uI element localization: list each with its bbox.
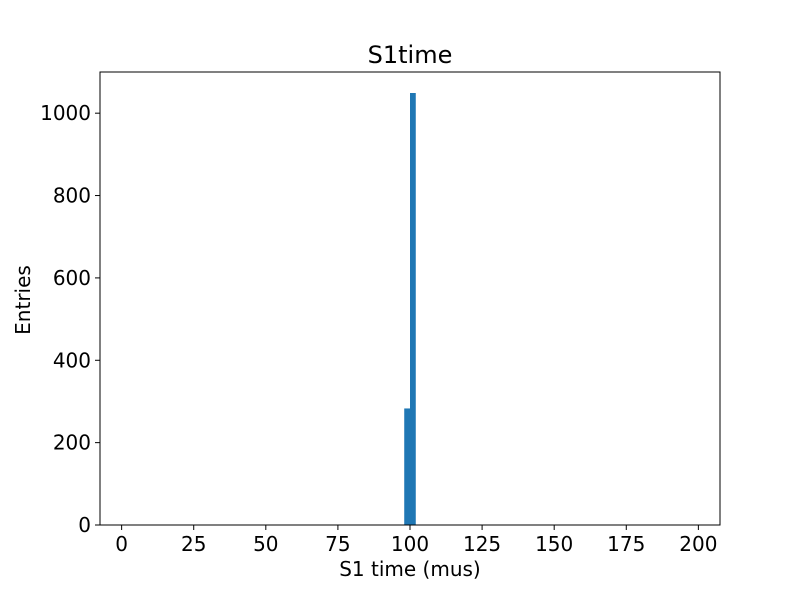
plot-frame bbox=[99, 71, 721, 526]
bars-group bbox=[404, 93, 416, 526]
x-tick-label: 200 bbox=[679, 532, 717, 556]
x-tick-label: 100 bbox=[391, 532, 429, 556]
x-tick-label: 125 bbox=[463, 532, 501, 556]
x-tick-label: 50 bbox=[253, 532, 278, 556]
x-tick-label: 75 bbox=[325, 532, 350, 556]
x-axis-ticks: 0 25 50 75 100 125 150 175 200 bbox=[115, 525, 717, 556]
y-tick-label: 0 bbox=[78, 513, 91, 537]
x-axis-label: S1 time (mus) bbox=[339, 557, 481, 581]
histogram-bar bbox=[410, 93, 416, 526]
y-axis-ticks: 0 200 400 600 800 1000 bbox=[40, 101, 100, 537]
x-tick-label: 0 bbox=[115, 532, 128, 556]
x-tick-label: 150 bbox=[535, 532, 573, 556]
x-tick-label: 25 bbox=[181, 532, 206, 556]
chart-title: S1time bbox=[368, 41, 453, 69]
y-tick-label: 800 bbox=[53, 184, 91, 208]
y-axis-label: Entries bbox=[11, 265, 35, 335]
y-tick-label: 600 bbox=[53, 266, 91, 290]
y-tick-label: 1000 bbox=[40, 101, 91, 125]
y-tick-label: 200 bbox=[53, 431, 91, 455]
x-tick-label: 175 bbox=[607, 532, 645, 556]
histogram-bar bbox=[404, 408, 410, 525]
y-tick-label: 400 bbox=[53, 348, 91, 372]
